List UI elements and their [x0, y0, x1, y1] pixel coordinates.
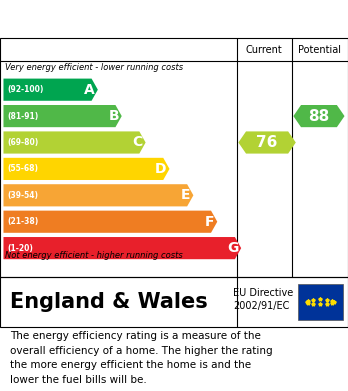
- Text: E: E: [181, 188, 191, 202]
- Text: F: F: [205, 215, 214, 229]
- Polygon shape: [3, 184, 193, 206]
- Text: Very energy efficient - lower running costs: Very energy efficient - lower running co…: [5, 63, 183, 72]
- Text: (21-38): (21-38): [8, 217, 39, 226]
- Text: (55-68): (55-68): [8, 164, 39, 173]
- Text: 76: 76: [256, 135, 278, 150]
- Text: (92-100): (92-100): [8, 85, 44, 94]
- Polygon shape: [3, 237, 241, 259]
- Polygon shape: [3, 131, 145, 154]
- Text: The energy efficiency rating is a measure of the
overall efficiency of a home. T: The energy efficiency rating is a measur…: [10, 331, 273, 385]
- Text: Potential: Potential: [298, 45, 341, 55]
- Text: 88: 88: [308, 109, 330, 124]
- Text: (69-80): (69-80): [8, 138, 39, 147]
- Polygon shape: [3, 158, 169, 180]
- Text: D: D: [155, 162, 167, 176]
- Text: B: B: [108, 109, 119, 123]
- Text: Not energy efficient - higher running costs: Not energy efficient - higher running co…: [5, 251, 183, 260]
- Bar: [298, 284, 343, 320]
- Polygon shape: [3, 79, 98, 101]
- Text: Energy Efficiency Rating: Energy Efficiency Rating: [10, 10, 239, 28]
- Text: A: A: [84, 83, 95, 97]
- Text: (81-91): (81-91): [8, 111, 39, 120]
- Polygon shape: [293, 105, 345, 127]
- Text: G: G: [227, 241, 238, 255]
- Text: EU Directive
2002/91/EC: EU Directive 2002/91/EC: [233, 288, 293, 311]
- Text: (39-54): (39-54): [8, 191, 39, 200]
- Text: C: C: [133, 136, 143, 149]
- Polygon shape: [3, 105, 122, 127]
- Text: Current: Current: [246, 45, 283, 55]
- Polygon shape: [238, 131, 296, 154]
- Polygon shape: [3, 211, 217, 233]
- Text: England & Wales: England & Wales: [10, 292, 208, 312]
- Text: (1-20): (1-20): [8, 244, 33, 253]
